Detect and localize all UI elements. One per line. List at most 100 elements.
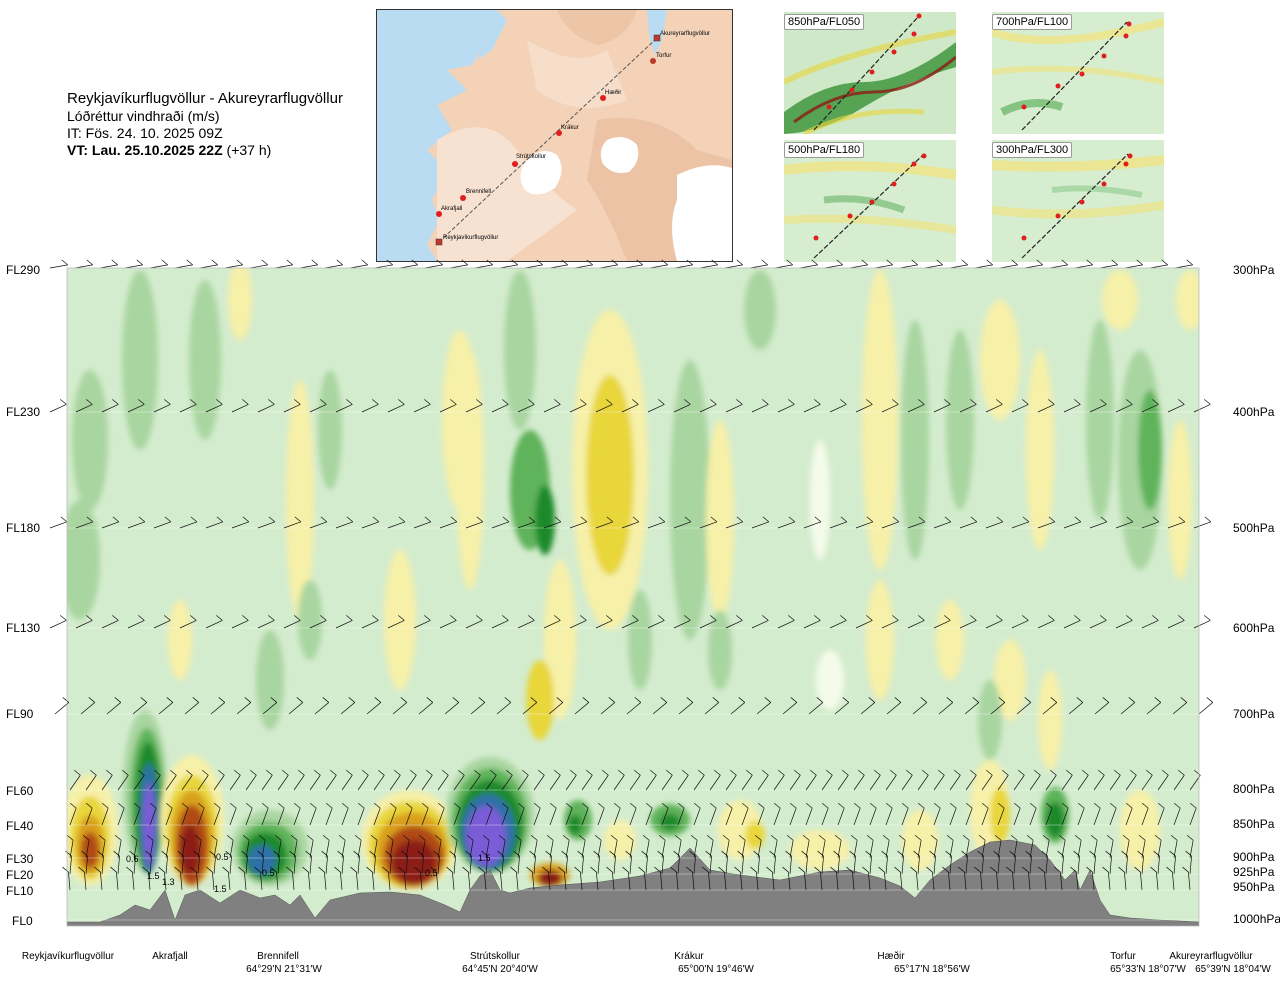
wind-barb bbox=[196, 872, 199, 891]
wind-barb bbox=[852, 872, 855, 891]
wind-barb bbox=[335, 404, 353, 413]
wind-barb-feather bbox=[138, 615, 145, 621]
wind-barb bbox=[981, 807, 989, 826]
wind-barb-feather bbox=[398, 615, 405, 621]
wind-barb bbox=[597, 840, 602, 859]
wind-barb-feather bbox=[236, 259, 243, 266]
wind-barb-feather bbox=[122, 769, 129, 776]
wind-barb-feather bbox=[502, 399, 509, 405]
velocity-contour-area bbox=[67, 500, 100, 620]
wind-barb bbox=[724, 264, 743, 269]
mini-map-700: 700hPa/FL100 bbox=[992, 12, 1164, 134]
velocity-contour-area bbox=[384, 550, 416, 690]
wind-barb bbox=[308, 872, 311, 891]
wind-barb bbox=[1093, 840, 1098, 859]
hpa-label-925: 925hPa bbox=[1233, 865, 1275, 879]
wind-barb-feather bbox=[1070, 866, 1077, 873]
wind-barb-feather bbox=[1204, 516, 1212, 523]
wind-barb-feather bbox=[530, 697, 538, 703]
wind-barb-feather bbox=[218, 769, 225, 776]
wind-barb bbox=[1029, 840, 1034, 859]
wind-barb-feather bbox=[1122, 835, 1130, 841]
wind-barb bbox=[751, 404, 769, 413]
wind-barb bbox=[1115, 404, 1133, 413]
velocity-contour-area bbox=[461, 794, 515, 870]
wind-barb bbox=[1167, 620, 1185, 629]
velocity-contour-area bbox=[81, 832, 99, 868]
wind-barb-feather bbox=[1146, 769, 1153, 776]
route-point-akrafjall bbox=[436, 211, 442, 217]
wind-barb bbox=[1115, 521, 1134, 529]
wind-barb bbox=[938, 702, 954, 715]
wind-barb-feather bbox=[789, 802, 797, 809]
velocity-contour-area bbox=[718, 800, 762, 860]
wind-barb bbox=[581, 775, 593, 791]
wind-barb-feather bbox=[242, 516, 250, 523]
wind-barb bbox=[392, 702, 408, 715]
wind-barb bbox=[257, 620, 275, 629]
wind-barb-feather bbox=[657, 850, 664, 857]
wind-barb bbox=[149, 840, 154, 859]
wind-barb-feather bbox=[210, 835, 218, 841]
wind-barb bbox=[803, 521, 822, 529]
wind-barb bbox=[901, 807, 909, 826]
wind-barb bbox=[884, 872, 887, 891]
wind-barb-feather bbox=[1006, 866, 1013, 873]
wind-barb bbox=[1061, 856, 1064, 875]
wind-barb bbox=[821, 856, 824, 875]
wind-barb bbox=[388, 872, 391, 891]
wind-barb bbox=[673, 620, 691, 629]
wind-barb-feather bbox=[1018, 769, 1025, 776]
wind-barb-feather bbox=[206, 866, 213, 873]
wind-barb-feather bbox=[686, 866, 693, 873]
wind-barb-feather bbox=[654, 866, 661, 873]
wind-barb bbox=[399, 264, 418, 269]
wind-barb bbox=[709, 840, 714, 859]
wind-barb bbox=[548, 872, 551, 891]
wind-barb bbox=[117, 775, 129, 791]
wind-barb bbox=[645, 775, 657, 791]
wind-barb-feather bbox=[661, 802, 669, 809]
velocity-contour-area bbox=[189, 280, 221, 440]
wind-barb-feather bbox=[641, 850, 648, 857]
wind-barb bbox=[84, 872, 87, 891]
wind-barb-feather bbox=[117, 802, 125, 809]
wind-barb-feather bbox=[138, 516, 146, 523]
wind-barb-feather bbox=[1126, 516, 1134, 523]
wind-barb-feather bbox=[296, 697, 304, 703]
wind-barb bbox=[299, 264, 318, 269]
velocity-contour-area bbox=[706, 420, 734, 620]
wind-barb-feather bbox=[274, 835, 282, 841]
wind-barb bbox=[757, 856, 760, 875]
mini-map-700-label: 700hPa/FL100 bbox=[992, 14, 1073, 30]
wind-barb bbox=[629, 840, 634, 859]
wind-barb bbox=[389, 807, 397, 826]
wind-barb bbox=[708, 872, 711, 891]
velocity-contour-area bbox=[866, 580, 894, 700]
wind-barb-feather bbox=[1066, 769, 1073, 776]
wind-barb-feather bbox=[1050, 769, 1057, 776]
mini-map-850: 850hPa/FL050 bbox=[784, 12, 956, 134]
wind-barb-feather bbox=[606, 866, 613, 873]
loc-reykjavik: Reykjavíkurflugvöllur bbox=[21, 951, 115, 962]
wind-barb bbox=[485, 840, 490, 859]
wind-barb bbox=[1141, 807, 1149, 826]
wind-barb bbox=[757, 840, 762, 859]
velocity-contour-area bbox=[604, 820, 636, 860]
wind-barb-feather bbox=[814, 399, 821, 405]
wind-barb bbox=[1172, 872, 1175, 891]
velocity-contour-area bbox=[442, 330, 478, 510]
wind-barb-feather bbox=[750, 866, 757, 873]
wind-barb-feather bbox=[602, 769, 609, 776]
wind-barb bbox=[626, 702, 642, 715]
wind-barb-feather bbox=[816, 697, 824, 703]
wind-barb bbox=[725, 775, 737, 791]
wind-barb bbox=[709, 856, 712, 875]
wind-barb bbox=[245, 856, 248, 875]
wind-barb-feather bbox=[826, 769, 833, 776]
wind-barb bbox=[777, 521, 796, 529]
wind-barb bbox=[885, 807, 893, 826]
wind-barb bbox=[652, 702, 668, 715]
velocity-contour-area bbox=[228, 268, 252, 340]
wind-barb bbox=[49, 404, 67, 413]
